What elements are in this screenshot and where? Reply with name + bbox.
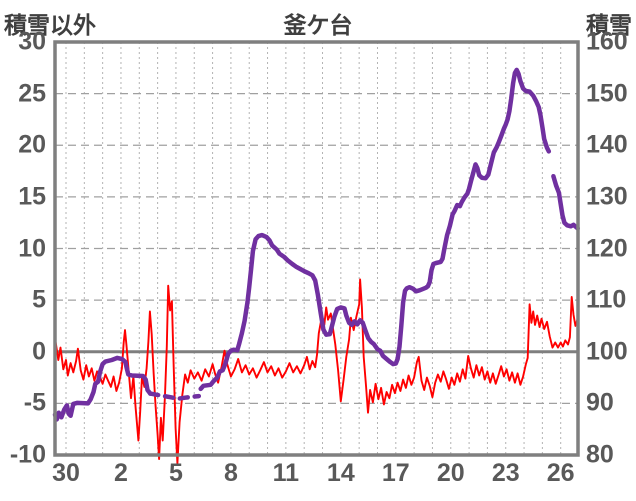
x-axis-tick-label: 17 bbox=[381, 459, 410, 487]
left-axis-tick-label: 10 bbox=[18, 234, 46, 262]
right-axis-tick-label: 160 bbox=[586, 27, 628, 56]
right-axis-title: 積雪 bbox=[586, 12, 632, 38]
left-axis-tick-label: 30 bbox=[18, 27, 46, 56]
right-axis-tick-label: 150 bbox=[586, 79, 628, 108]
temperature-line bbox=[54, 278, 579, 465]
left-axis-tick-label: 0 bbox=[32, 337, 46, 366]
right-axis-tick-label: 130 bbox=[586, 182, 628, 211]
x-axis-tick-label: 8 bbox=[223, 459, 238, 487]
x-axis-tick-label: 2 bbox=[114, 459, 128, 487]
right-axis-tick-label: 120 bbox=[586, 234, 628, 262]
left-axis-tick-label: 20 bbox=[18, 130, 46, 159]
x-axis-tick-label: 26 bbox=[546, 459, 575, 487]
x-axis-tick-label: 14 bbox=[326, 459, 355, 487]
right-axis-tick-label: 110 bbox=[586, 285, 627, 314]
right-axis-tick-label: 100 bbox=[586, 337, 628, 366]
left-axis-tick-label: 5 bbox=[32, 285, 46, 314]
right-axis-tick-label: 80 bbox=[586, 440, 614, 469]
x-axis-tick-label: 20 bbox=[436, 459, 465, 487]
snow-depth-line bbox=[551, 173, 580, 231]
right-axis-tick-label: 140 bbox=[586, 130, 628, 159]
snow-depth-line bbox=[52, 355, 153, 422]
plot-border bbox=[53, 40, 580, 457]
left-axis-tick-label: -10 bbox=[9, 440, 46, 469]
x-axis-tick-label: 5 bbox=[168, 459, 183, 487]
x-axis-tick-label: 11 bbox=[272, 459, 300, 487]
left-axis-tick-label: 25 bbox=[18, 79, 46, 108]
left-axis-tick-label: 15 bbox=[18, 182, 46, 211]
snow-depth-line bbox=[148, 391, 202, 401]
x-axis-tick-label: 30 bbox=[52, 459, 80, 487]
left-axis-tick-label: -5 bbox=[23, 388, 46, 417]
snow-depth-line bbox=[198, 67, 552, 392]
chart-title: 釜ケ台 bbox=[283, 12, 353, 38]
right-axis-tick-label: 90 bbox=[586, 388, 614, 417]
x-axis-tick-label: 23 bbox=[491, 459, 520, 487]
left-axis-title: 積雪以外 bbox=[4, 12, 96, 38]
